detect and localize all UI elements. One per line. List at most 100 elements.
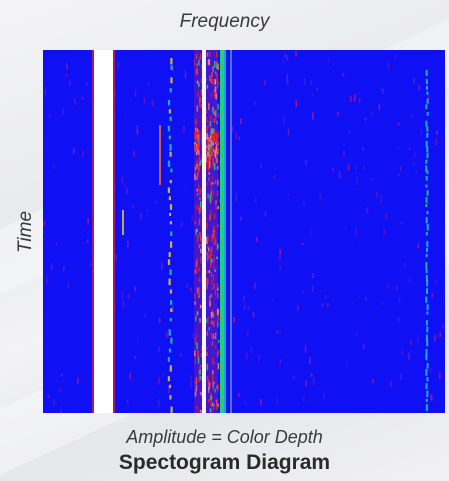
dotted-line-segment (169, 144, 172, 151)
red-band-fleck (199, 103, 201, 108)
red-band-fleck (216, 283, 219, 288)
red-band-fleck (200, 207, 203, 213)
speckle (87, 218, 89, 224)
red-band-fleck (213, 129, 216, 137)
red-band-fleck (194, 391, 197, 397)
red-band-fleck (213, 240, 215, 246)
red-band-fleck (196, 176, 198, 181)
speckle (411, 114, 413, 119)
red-band-fleck (200, 248, 202, 254)
red-band-fleck (195, 229, 197, 235)
speckle (332, 70, 335, 73)
red-band-fleck (200, 78, 203, 84)
red-band-fleck (217, 104, 219, 110)
speckle (122, 301, 125, 308)
red-band-fleck (216, 352, 219, 357)
red-band-fleck (214, 345, 217, 349)
red-band-fleck (213, 109, 215, 113)
speckle (146, 209, 149, 212)
red-band-fleck (195, 118, 197, 126)
speckle (394, 54, 397, 59)
red-band-fleck (216, 73, 218, 79)
dotted-line-segment (168, 252, 171, 257)
red-band-fleck (197, 90, 199, 98)
red-band-fleck (198, 244, 200, 249)
speckle (431, 292, 433, 298)
red-band-fleck (194, 143, 197, 148)
red-band-fleck (207, 146, 209, 150)
dotted-line-segment (170, 241, 173, 248)
red-band-fleck (209, 75, 211, 81)
speckle (343, 150, 345, 157)
red-band-fleck (194, 142, 197, 145)
red-band-fleck (199, 232, 202, 240)
right-line-segment (425, 159, 428, 164)
red-band-fleck (212, 407, 215, 410)
speckle (302, 291, 304, 294)
red-band-fleck (198, 59, 200, 66)
speckle (242, 307, 245, 310)
speckle (172, 305, 174, 312)
red-band-fleck (196, 164, 198, 170)
speckle (439, 332, 441, 337)
red-band-fleck (207, 246, 209, 249)
red-band-fleck (214, 148, 217, 151)
speckle (436, 131, 438, 135)
speckle (124, 112, 126, 116)
right-line-segment (425, 398, 428, 402)
red-band-fleck (214, 269, 217, 272)
red-band-fleck (210, 147, 212, 150)
dotted-line-segment (168, 278, 171, 286)
red-band-fleck (215, 399, 217, 402)
red-band-fleck (198, 130, 200, 133)
red-band-fleck (200, 90, 203, 96)
red-band-fleck (207, 193, 209, 199)
red-band-fleck (209, 121, 212, 127)
speckle (126, 188, 129, 194)
dotted-line-segment (169, 318, 172, 322)
right-line-segment (426, 211, 429, 215)
red-band-fleck (198, 101, 201, 107)
red-band-fleck (199, 160, 201, 166)
speckle (276, 397, 278, 404)
red-band-fleck (210, 250, 212, 256)
speckle (408, 352, 410, 361)
speckle (185, 185, 187, 189)
red-band-fleck (213, 112, 215, 116)
red-band-fleck (194, 269, 197, 274)
red-band-fleck (212, 163, 214, 168)
red-band-fleck (205, 116, 207, 122)
red-band-fleck (211, 280, 213, 286)
red-band-fleck (196, 105, 199, 112)
red-band-fleck (212, 190, 215, 195)
red-band-fleck (214, 61, 216, 68)
red-band-fleck (195, 129, 198, 132)
red-band-fleck (200, 409, 202, 413)
speckle (279, 359, 282, 364)
speckle (418, 401, 420, 404)
speckle (358, 97, 361, 104)
red-band-fleck (200, 375, 202, 381)
speckle (184, 70, 187, 79)
red-band-fleck (209, 148, 212, 153)
speckle (356, 177, 358, 185)
red-band-fleck (217, 180, 219, 186)
speckle (442, 324, 444, 329)
speckle (397, 174, 400, 177)
dotted-line-segment (170, 406, 173, 413)
speckle (304, 77, 306, 86)
speckle (152, 102, 155, 107)
red-band-fleck (215, 207, 218, 210)
red-band-fleck (206, 347, 208, 350)
speckle (295, 100, 297, 108)
speckle (244, 302, 246, 309)
red-band-fleck (206, 52, 209, 57)
red-band-fleck (196, 258, 198, 264)
speckle (311, 373, 313, 377)
red-band-fleck (206, 375, 209, 381)
dotted-line-segment (170, 300, 173, 305)
red-band-fleck (211, 234, 214, 239)
red-band-fleck (208, 148, 210, 155)
right-line-segment (425, 175, 428, 181)
right-line-segment (425, 383, 428, 389)
